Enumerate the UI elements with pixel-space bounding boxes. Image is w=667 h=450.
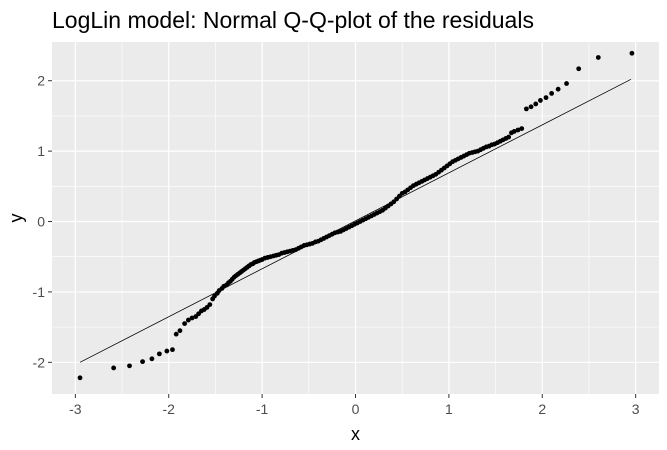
data-point (140, 359, 145, 365)
data-point (595, 55, 601, 60)
y-tick-label: 1 (37, 143, 45, 159)
data-point (629, 50, 635, 56)
data-point (164, 348, 170, 354)
data-point (77, 375, 83, 381)
data-point (185, 317, 191, 323)
data-point (528, 104, 534, 110)
y-tick-label: 0 (37, 214, 45, 230)
data-point (173, 331, 179, 337)
data-point (170, 347, 175, 353)
y-tick-label: 2 (37, 73, 45, 89)
x-tick-label: -2 (163, 401, 176, 417)
data-point (533, 101, 539, 107)
data-point (549, 90, 555, 96)
data-point (506, 134, 512, 140)
data-point (511, 129, 517, 134)
x-tick-label: 1 (445, 401, 453, 417)
x-tick-label: -1 (256, 401, 269, 417)
x-axis-title: x (351, 424, 360, 444)
x-axis-ticks: -3 -2 -1 0 1 2 3 (69, 394, 640, 417)
data-point (538, 98, 543, 103)
data-point (189, 315, 195, 321)
data-point (523, 106, 529, 112)
data-point (519, 126, 525, 131)
data-point (207, 302, 213, 307)
y-axis-title: y (6, 214, 26, 223)
y-tick-label: -1 (33, 284, 46, 300)
data-point (156, 351, 162, 357)
data-point (576, 66, 582, 72)
data-points (77, 50, 635, 381)
data-point (515, 127, 521, 133)
reference-line-group (79, 78, 632, 363)
major-gridlines (52, 42, 659, 394)
data-point (127, 363, 132, 369)
data-point (177, 328, 183, 334)
data-point (564, 81, 569, 86)
x-tick-label: 3 (632, 401, 640, 417)
data-point (182, 321, 188, 326)
x-tick-label: 2 (538, 401, 546, 417)
x-tick-label: 0 (352, 401, 360, 417)
qq-reference-line (79, 78, 632, 363)
chart-title: LogLin model: Normal Q-Q-plot of the res… (52, 7, 534, 33)
data-point (555, 86, 561, 92)
data-point (543, 95, 549, 101)
data-point (111, 365, 117, 371)
data-point (149, 356, 155, 362)
x-tick-label: -3 (69, 401, 82, 417)
y-tick-label: -2 (33, 354, 46, 370)
y-axis-ticks: -2 -1 0 1 2 (33, 73, 52, 370)
